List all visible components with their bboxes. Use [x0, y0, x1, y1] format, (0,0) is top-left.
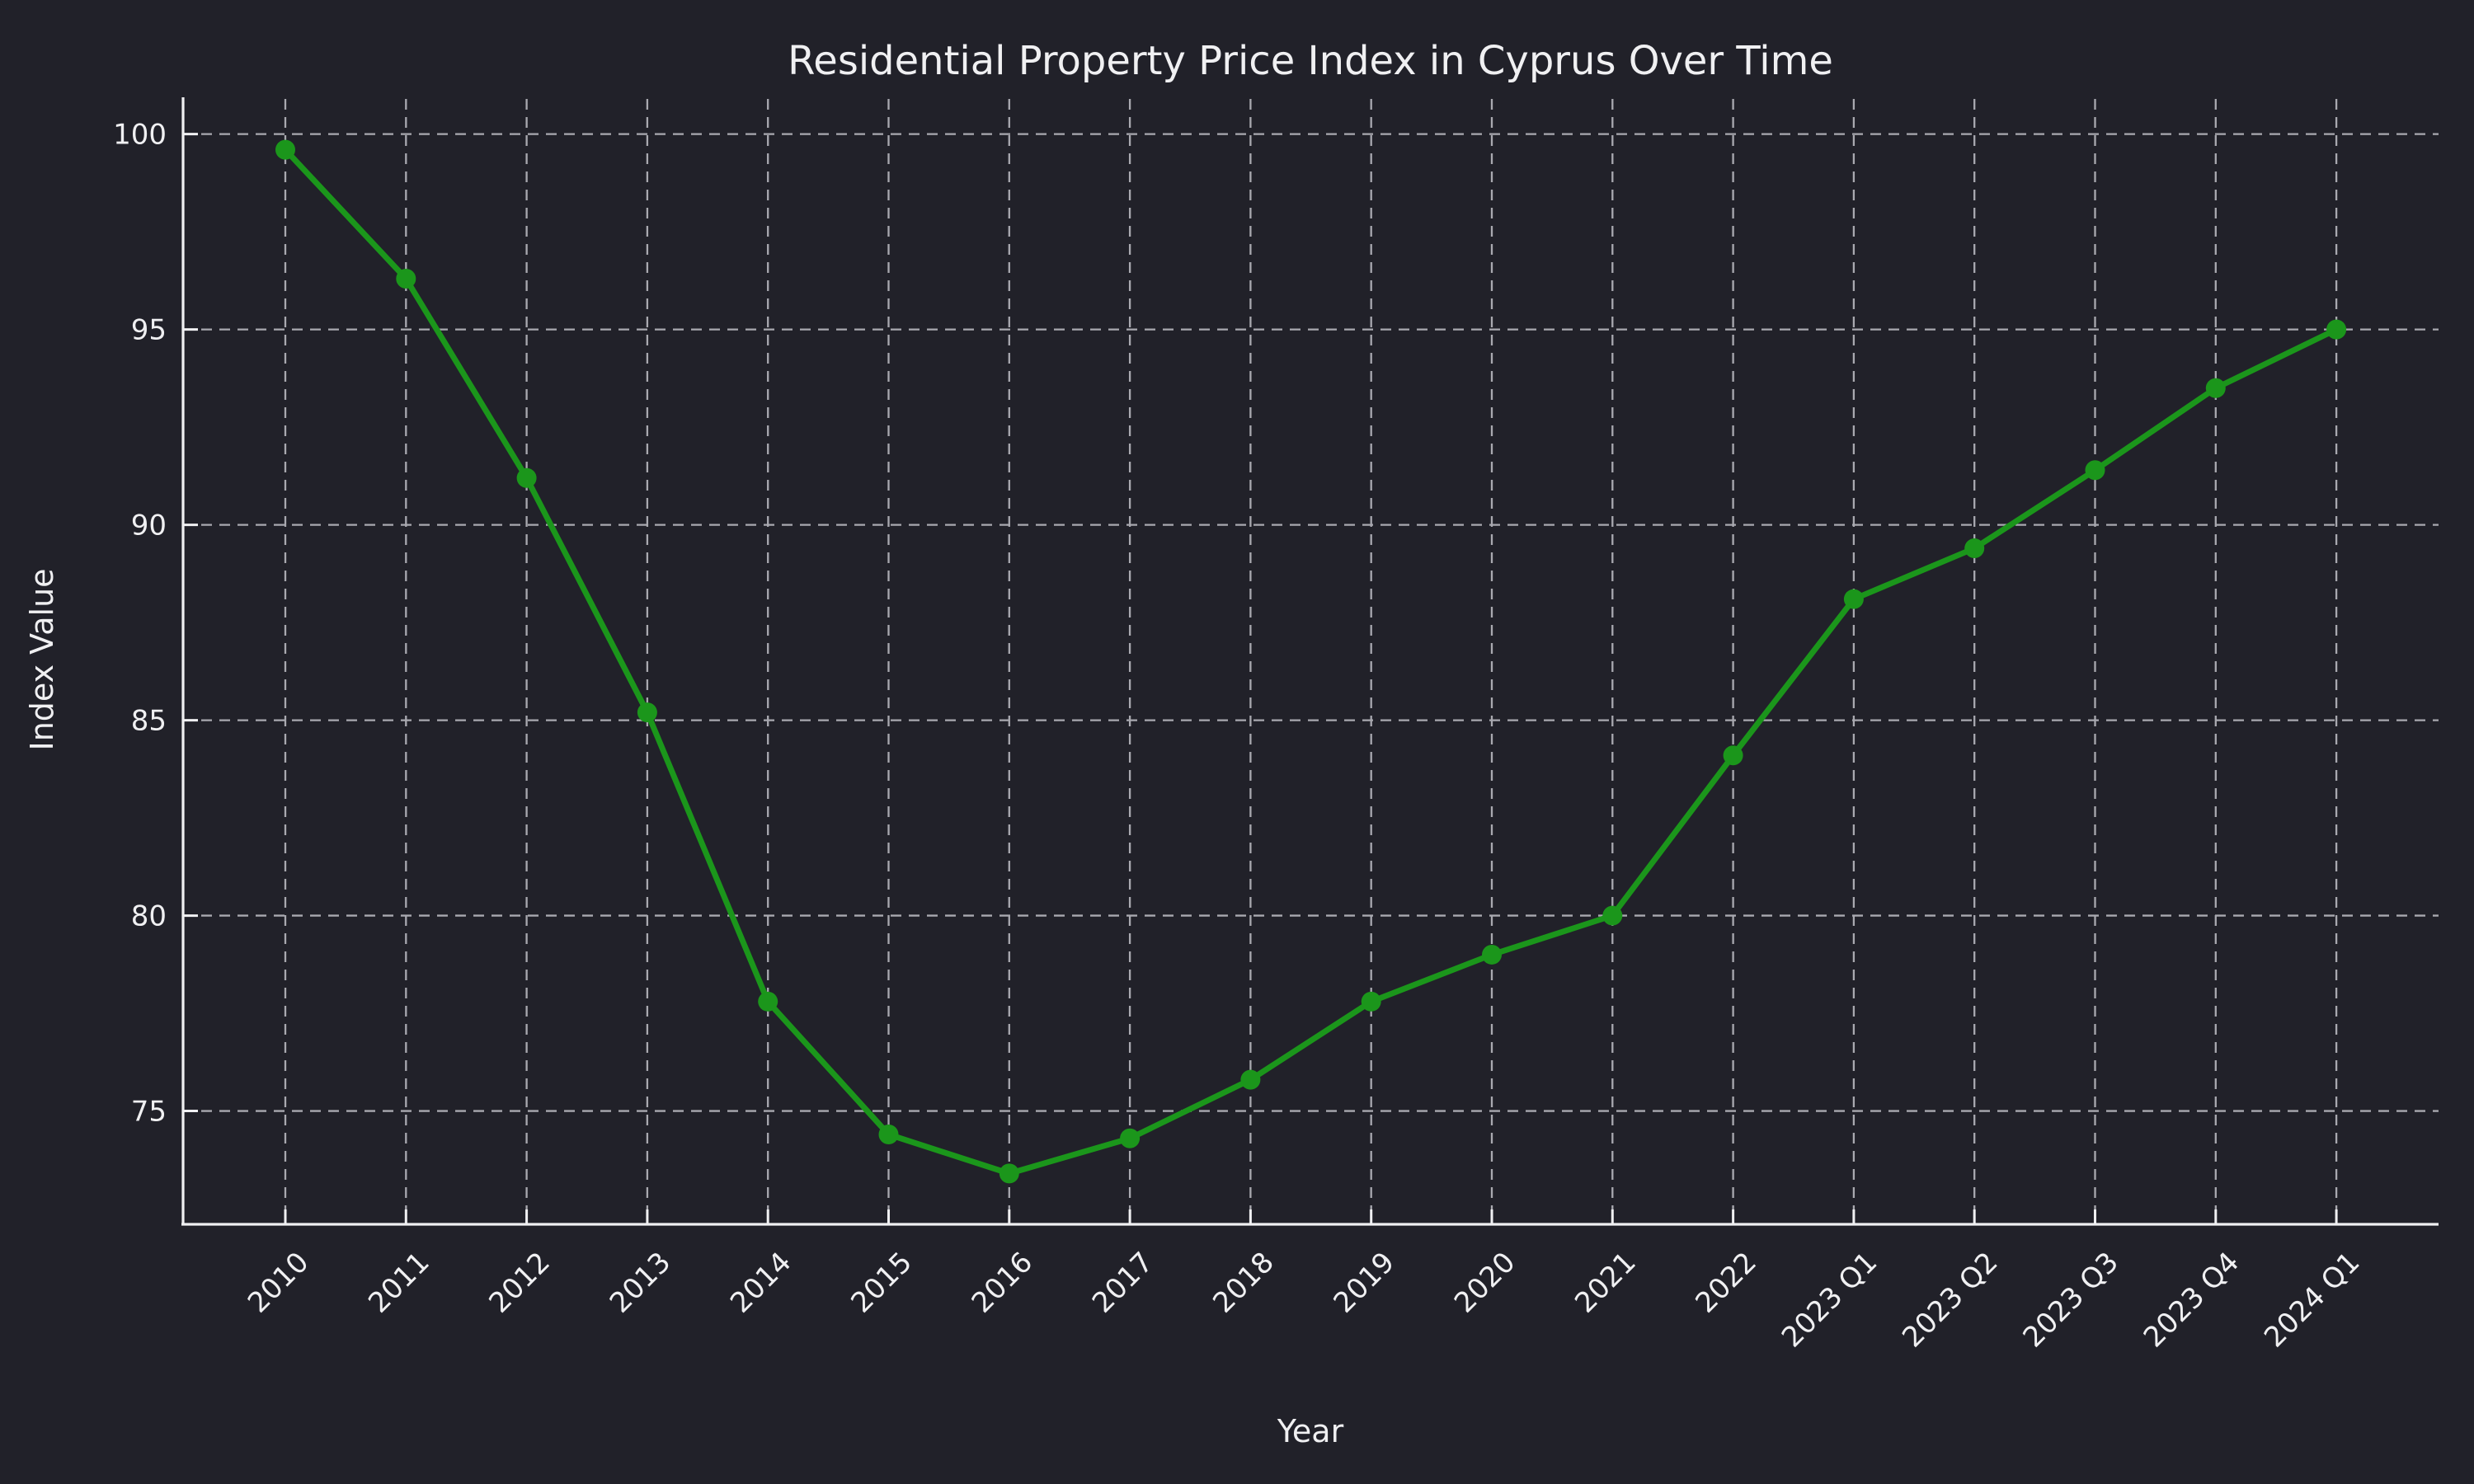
- x-tick-label: 2017: [1086, 1246, 1159, 1319]
- data-series-layer: [275, 139, 2347, 1184]
- x-tick-label: 2023 Q2: [1896, 1246, 2004, 1354]
- axes-layer: 75 80 85 90 95 100 2010 2011 2012 2013 2014 2015 201…: [113, 97, 2439, 1354]
- chart-title: Residential Property Price Index in Cypr…: [788, 38, 1833, 84]
- data-point: [2085, 460, 2105, 481]
- data-point: [1120, 1128, 1141, 1148]
- y-tick-label: 85: [131, 705, 167, 738]
- data-point: [637, 702, 657, 723]
- x-tick-label: 2010: [242, 1246, 315, 1319]
- y-tick-label: 75: [131, 1096, 167, 1129]
- x-tick-label: 2012: [482, 1246, 556, 1319]
- x-tick-label: 2023 Q4: [2138, 1246, 2246, 1354]
- y-tick-label: 90: [131, 510, 167, 542]
- data-point: [1361, 991, 1381, 1012]
- x-tick-label: 2013: [604, 1246, 677, 1319]
- x-tick-label: 2019: [1328, 1246, 1401, 1319]
- data-point: [1843, 589, 1864, 609]
- y-tick-label: 80: [131, 900, 167, 933]
- data-point: [516, 467, 537, 488]
- data-point: [878, 1124, 899, 1144]
- x-tick-label: 2016: [966, 1246, 1039, 1319]
- x-tick-label: 2024 Q1: [2258, 1246, 2366, 1354]
- x-tick-label: 2023 Q1: [1776, 1246, 1884, 1354]
- x-tick-label: 2021: [1569, 1246, 1642, 1319]
- y-axis-label: Index Value: [24, 568, 60, 750]
- x-tick-label: 2020: [1448, 1246, 1522, 1319]
- data-point: [1723, 745, 1743, 766]
- x-tick-label: 2022: [1689, 1246, 1762, 1319]
- gridlines-layer: [183, 99, 2439, 1224]
- data-point: [396, 269, 416, 289]
- x-tick-label: 2014: [724, 1246, 797, 1319]
- data-point: [1482, 944, 1502, 965]
- data-point: [1964, 538, 1985, 559]
- data-point: [1240, 1069, 1261, 1090]
- x-tick-label: 2023 Q3: [2017, 1246, 2125, 1354]
- data-point: [999, 1163, 1019, 1184]
- price-index-line: [282, 147, 2340, 1176]
- y-tick-label: 95: [131, 314, 167, 347]
- x-tick-label: 2015: [844, 1246, 918, 1319]
- x-tick-label: 2011: [362, 1246, 435, 1319]
- x-axis-label: Year: [1277, 1413, 1344, 1449]
- data-point: [758, 991, 778, 1012]
- data-point: [275, 139, 295, 160]
- data-point: [1602, 905, 1623, 926]
- y-tick-label: 100: [113, 119, 167, 152]
- x-tick-label: 2018: [1206, 1246, 1280, 1319]
- data-point: [2326, 319, 2347, 340]
- data-point: [2205, 378, 2226, 398]
